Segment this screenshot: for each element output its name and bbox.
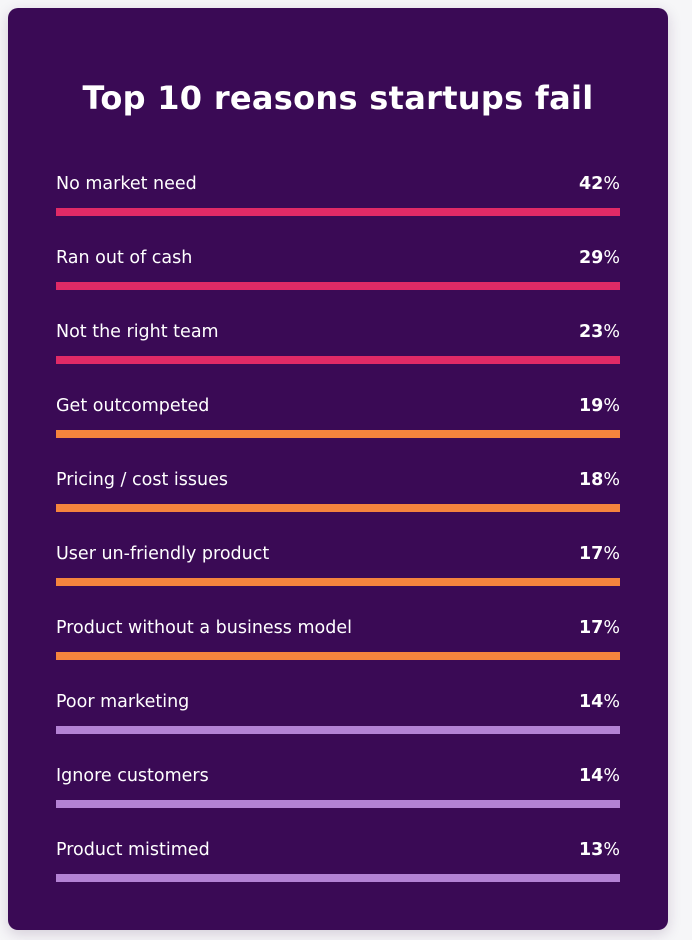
data-label: 14% [579,764,620,788]
bar-row: Pricing / cost issues 18% [56,464,620,538]
data-label-unit: % [603,766,620,786]
bar-list: No market need 42% Ran out of cash 29% Not t… [56,168,620,908]
data-label: 17% [579,616,620,640]
data-label-value: 19 [579,396,604,416]
data-label: 42% [579,172,620,196]
data-label: 13% [579,838,620,862]
category-label: No market need [56,174,197,194]
bar [56,282,620,290]
bar [56,652,620,660]
bar-row: Ran out of cash 29% [56,242,620,316]
category-label: Product mistimed [56,840,210,860]
bar-row: Not the right team 23% [56,316,620,390]
chart-title: Top 10 reasons startups fail [82,79,594,117]
chart-card: Top 10 reasons startups fail No market n… [8,8,668,930]
data-label-value: 17 [579,544,604,564]
data-label: 19% [579,394,620,418]
category-label: Ran out of cash [56,248,193,268]
data-label-value: 18 [579,470,604,490]
bar-row: No market need 42% [56,168,620,242]
data-label-value: 23 [579,322,604,342]
data-label: 23% [579,320,620,344]
data-label-unit: % [603,692,620,712]
category-label: Not the right team [56,322,219,342]
category-label: Ignore customers [56,766,209,786]
bar [56,578,620,586]
bar-row: Get outcompeted 19% [56,390,620,464]
data-label-unit: % [603,618,620,638]
data-label-unit: % [603,396,620,416]
bar [56,208,620,216]
data-label-unit: % [603,322,620,342]
bar [56,800,620,808]
bar [56,874,620,882]
bar-row: Poor marketing 14% [56,686,620,760]
category-label: User un-friendly product [56,544,270,564]
data-label-unit: % [603,248,620,268]
category-label: Get outcompeted [56,396,210,416]
data-label: 29% [579,246,620,270]
bar [56,504,620,512]
bar-row: User un-friendly product 17% [56,538,620,612]
bar [56,430,620,438]
data-label-value: 14 [579,766,604,786]
data-label-value: 13 [579,840,604,860]
data-label: 18% [579,468,620,492]
data-label: 14% [579,690,620,714]
data-label-unit: % [603,470,620,490]
data-label-value: 14 [579,692,604,712]
data-label-value: 29 [579,248,604,268]
bar [56,356,620,364]
data-label-unit: % [603,174,620,194]
bar-row: Ignore customers 14% [56,760,620,834]
data-label-unit: % [603,544,620,564]
bar-row: Product without a business model 17% [56,612,620,686]
category-label: Product without a business model [56,618,352,638]
data-label: 17% [579,542,620,566]
bar-row: Product mistimed 13% [56,834,620,908]
bar [56,726,620,734]
category-label: Poor marketing [56,692,190,712]
category-label: Pricing / cost issues [56,470,228,490]
data-label-value: 42 [579,174,604,194]
data-label-value: 17 [579,618,604,638]
data-label-unit: % [603,840,620,860]
